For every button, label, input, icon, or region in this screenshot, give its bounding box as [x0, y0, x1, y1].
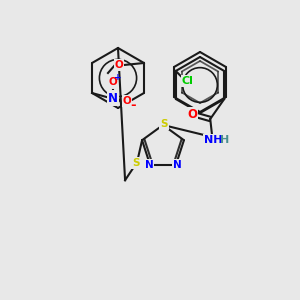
Text: O: O — [115, 60, 123, 70]
Text: +: + — [114, 73, 122, 82]
Text: N: N — [172, 160, 181, 170]
Text: N: N — [108, 92, 118, 104]
Text: S: S — [132, 158, 140, 168]
Text: -: - — [130, 100, 136, 112]
Text: H: H — [220, 135, 229, 145]
Text: O: O — [187, 109, 197, 122]
Text: O: O — [123, 96, 131, 106]
Text: O: O — [109, 77, 117, 87]
Text: NH: NH — [204, 135, 223, 145]
Text: S: S — [160, 119, 168, 129]
Text: N: N — [145, 160, 153, 170]
Text: Cl: Cl — [182, 76, 194, 86]
